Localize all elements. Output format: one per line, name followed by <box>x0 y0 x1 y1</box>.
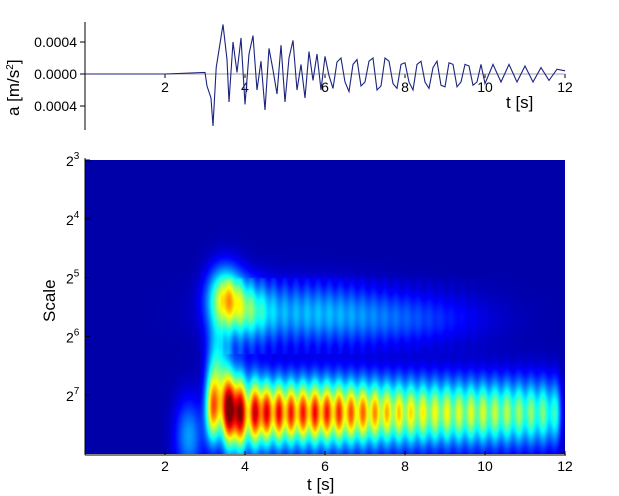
signal-x-tick-label: 8 <box>401 79 409 95</box>
signal-y-tick-label: 0.0000 <box>34 66 77 82</box>
scalogram-y-tick-label: 23 <box>66 151 80 169</box>
scalogram-y-tick-label: 26 <box>66 327 80 345</box>
signal-x-tick-label: 12 <box>557 79 573 95</box>
scalogram-x-label: t [s] <box>307 475 334 494</box>
scalogram-x-tick-label: 12 <box>557 458 573 474</box>
scalogram-x-tick-label: 6 <box>321 458 329 474</box>
scalogram-x-ticks: 2 4 6 8 10 12 <box>161 451 573 474</box>
signal-y-label-close: ] <box>4 59 23 64</box>
signal-y-ticks: 0.0004 0.0000 0.0004 <box>34 34 85 114</box>
scalogram-y-tick-exponent: 5 <box>74 269 80 280</box>
scalogram-y-tick-base: 2 <box>66 153 74 169</box>
scalogram-y-tick-base: 2 <box>66 271 74 287</box>
scalogram-y-tick-base: 2 <box>66 329 74 345</box>
scalogram-y-tick-base: 2 <box>66 388 74 404</box>
scalogram-y-label: Scale <box>40 279 59 322</box>
signal-series-line <box>85 24 566 127</box>
signal-x-tick-label: 6 <box>321 79 329 95</box>
scalogram-y-tick-label: 25 <box>66 269 80 287</box>
scalogram-x-tick-label: 8 <box>401 458 409 474</box>
signal-y-label-exponent: 2 <box>5 64 16 70</box>
signal-x-tick-label: 4 <box>241 79 249 95</box>
scalogram-y-tick-exponent: 6 <box>74 327 80 338</box>
scalogram-y-tick-exponent: 3 <box>74 151 80 162</box>
scalogram-image-container <box>85 160 565 454</box>
scalogram-y-tick-exponent: 7 <box>74 386 80 397</box>
signal-x-ticks: 2 4 6 8 10 12 <box>161 74 573 95</box>
scalogram-y-tick-label: 27 <box>66 386 80 404</box>
signal-x-tick-label: 10 <box>477 79 493 95</box>
scalogram-x-tick-label: 4 <box>241 458 249 474</box>
scalogram-y-tick-base: 2 <box>66 212 74 228</box>
scalogram-y-tick-exponent: 4 <box>74 210 80 221</box>
signal-x-tick-label: 2 <box>161 79 169 95</box>
signal-y-tick-label: 0.0004 <box>34 34 77 50</box>
scalogram-x-tick-label: 10 <box>477 458 493 474</box>
signal-x-label: t [s] <box>506 93 533 112</box>
scalogram-y-tick-label: 24 <box>66 210 80 228</box>
signal-y-label: a [m/s2] <box>4 59 23 116</box>
signal-y-tick-label: 0.0004 <box>34 98 77 114</box>
scalogram-x-tick-label: 2 <box>161 458 169 474</box>
signal-panel: 0.0004 0.0000 0.0004 2 4 6 8 10 12 t [s] a [m/s… <box>4 22 573 130</box>
scalogram-heatmap <box>85 160 565 454</box>
signal-y-label-base: a [m/s <box>4 70 23 116</box>
